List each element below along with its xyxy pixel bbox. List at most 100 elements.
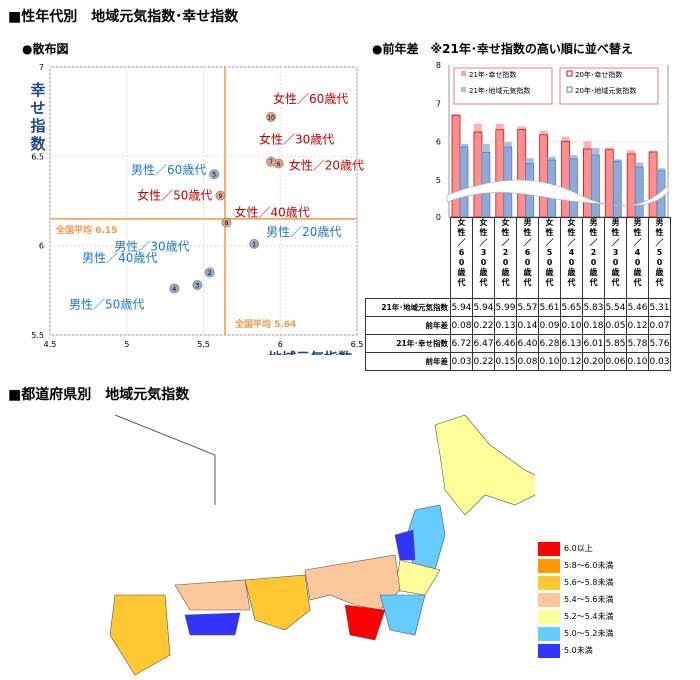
cell: 6.47 [472, 334, 495, 353]
legend-swatch [566, 70, 573, 77]
category-label: 男性／ 5 0 歳代 [648, 217, 671, 299]
bar-20-happiness [626, 153, 636, 218]
cell: 0.14 [516, 316, 539, 335]
point-label: 男性／40歳代 [82, 251, 157, 265]
legend-swatch [538, 609, 560, 624]
cell: 5.85 [604, 334, 627, 353]
y-tick-label: 8 [436, 61, 441, 70]
data-point [221, 217, 232, 228]
cell: 0.10 [626, 352, 649, 371]
row-label: 21年･地域元気指数 [365, 298, 451, 317]
map-legend-item: 5.8～6.0未満 [538, 557, 613, 574]
category-label: 男性／ 4 0 歳代 [626, 217, 649, 299]
y-tick-label: 5.5 [31, 331, 44, 340]
cell: 5.94 [450, 298, 473, 317]
legend-label: 20年･地域元気指数 [575, 86, 636, 95]
cell: 5.76 [648, 334, 671, 353]
table-row: 前年差 0.03 0.22 0.15 0.08 0.10 0.12 0.20 0.06 0.10 0… [365, 352, 671, 371]
y-tick-label: 6 [436, 138, 441, 147]
legend-label: 20年･幸せ指数 [575, 70, 622, 79]
category-label: 男性／ 6 0 歳代 [516, 217, 539, 299]
cell: 6.72 [450, 334, 473, 353]
legend-label: 6.0以上 [564, 544, 593, 553]
legend-box [559, 67, 659, 105]
bar-20-happiness [561, 140, 570, 218]
cell: 0.09 [538, 316, 561, 335]
y-axis-title: 幸 [30, 81, 45, 99]
legend-label: 5.0～5.2未満 [564, 629, 614, 638]
data-point [249, 238, 260, 249]
data-point [169, 283, 180, 294]
bar-20-happiness [495, 129, 505, 218]
bar-20-happiness [604, 149, 614, 218]
row-label: 前年差 [365, 352, 451, 371]
bar-20-regional [612, 160, 622, 218]
cell: 5.78 [626, 334, 649, 353]
cell: 0.20 [582, 352, 605, 371]
x-tick-label: 6 [278, 340, 283, 349]
legend-swatch [538, 592, 560, 607]
point-number: 8 [225, 220, 229, 227]
legend-swatch [538, 626, 560, 641]
bar-20-happiness [582, 148, 592, 218]
cell: 0.12 [626, 316, 649, 335]
bar-20-happiness [648, 151, 658, 218]
point-number: 6 [277, 161, 281, 168]
cell: 0.10 [560, 316, 583, 335]
region-chugoku [174, 579, 251, 611]
cell: 6.40 [516, 334, 539, 353]
cell: 0.22 [472, 352, 495, 371]
row-label: 21年･幸せ指数 [365, 334, 451, 353]
table-row: 21年･幸せ指数 6.72 6.47 6.46 6.40 6.28 6.13 6.01 5.85… [365, 334, 671, 353]
bar-heading: ●前年差 ※21年･幸せ指数の高い順に並べ替え [372, 42, 633, 56]
region-kyushu [109, 594, 171, 676]
cell: 6.28 [538, 334, 561, 353]
data-point [204, 267, 215, 278]
bar-table: 女性／ 6 0 歳代女性／ 3 0 歳代女性／ 2 0 歳代男性／ 6 0 歳代女性／ 5 0 歳代女性／ 4 0… [365, 217, 671, 371]
table-row: 21年･地域元気指数 5.94 5.94 5.99 5.57 5.61 5.65 5.83 5.… [365, 298, 671, 317]
cell: 6.46 [494, 334, 517, 353]
point-label: 男性／50歳代 [69, 298, 144, 312]
point-number: 7 [269, 159, 273, 166]
inset-divider [114, 414, 216, 505]
point-number: 4 [172, 286, 176, 293]
point-label: 男性／30歳代 [114, 239, 189, 253]
x-tick-label: 4.5 [44, 340, 57, 349]
cell: 0.06 [604, 352, 627, 371]
point-label: 女性／40歳代 [235, 204, 310, 219]
cell: 5.99 [494, 298, 517, 317]
point-number: 5 [212, 172, 216, 179]
region-shizuoka [344, 604, 386, 641]
legend-box [453, 67, 553, 105]
cell: 0.08 [516, 352, 539, 371]
bar-20-regional [590, 154, 600, 218]
point-number: 2 [208, 270, 212, 277]
cell: 6.13 [560, 334, 583, 353]
y-axis-title: 数 [30, 135, 46, 153]
cell: 0.03 [648, 352, 671, 371]
point-label: 女性／50歳代 [137, 188, 212, 203]
cell: 5.31 [648, 298, 671, 317]
cell: 0.03 [450, 352, 473, 371]
data-point [192, 279, 203, 290]
y-axis-title: せ [30, 99, 45, 117]
data-point [215, 190, 226, 201]
cell: 0.05 [604, 316, 627, 335]
legend-label: 5.6～5.8未満 [564, 578, 614, 587]
legend-label: 5.0未満 [564, 646, 593, 655]
legend-swatch [538, 558, 560, 573]
section-title-prefecture: ■都道府県別 地域元気指数 [8, 387, 190, 403]
legend-swatch [566, 86, 573, 93]
cell: 5.54 [604, 298, 627, 317]
cell: 0.15 [494, 352, 517, 371]
x-tick-label: 6.5 [351, 340, 364, 349]
cell: 0.10 [538, 352, 561, 371]
bar-20-regional [569, 158, 578, 218]
point-number: 3 [195, 282, 199, 289]
legend-swatch [461, 71, 466, 76]
y-tick-label: 7 [39, 63, 44, 72]
cell: 0.13 [494, 316, 517, 335]
category-label: 女性／ 3 0 歳代 [472, 217, 495, 299]
japan-map [109, 414, 535, 676]
cell: 5.65 [560, 298, 583, 317]
